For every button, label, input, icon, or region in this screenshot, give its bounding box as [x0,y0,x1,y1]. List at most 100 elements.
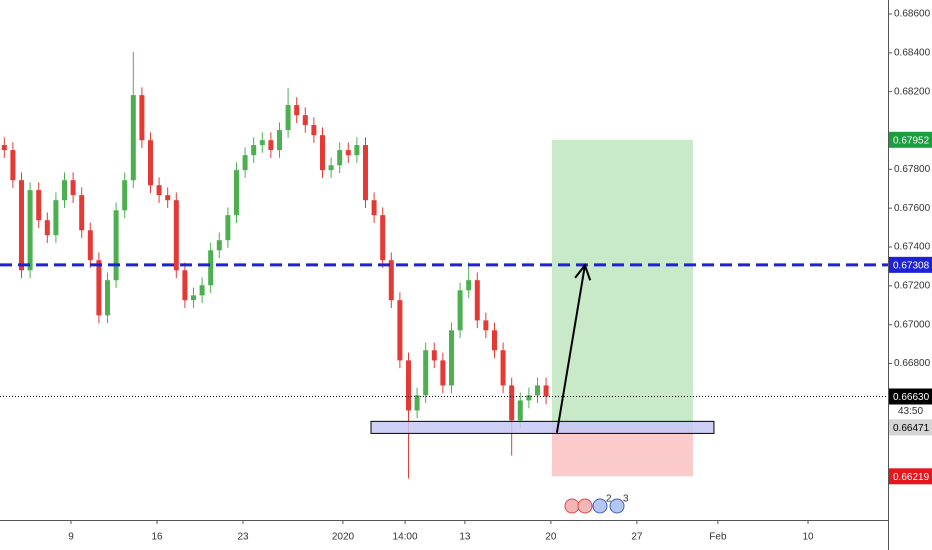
candle-body [302,115,308,126]
x-tick-label: 9 [68,532,74,543]
candle-body [233,170,239,216]
y-tick-label: 0.68400 [894,47,931,58]
candle-body [165,195,171,201]
profit-zone [551,139,693,428]
candle-body [483,320,489,331]
y-tick-label: 0.67600 [894,203,931,214]
x-tick-label: 2020 [332,532,355,543]
candle-body [70,180,76,196]
event-icon [592,498,608,514]
x-tick-label: 13 [459,532,471,543]
event-icon [609,498,625,514]
candle-body [285,105,291,131]
candle-body [182,270,188,301]
candle-body [543,385,549,397]
candle-body [44,220,50,236]
candle-body [526,395,532,401]
candle-body [328,165,334,171]
price-label: 0.67952 [893,135,930,146]
x-tick-label: Feb [709,532,727,543]
candle-body [337,150,343,166]
price-label-bg [889,468,932,485]
countdown: 43:50 [898,406,923,417]
price-label-bg [889,256,932,273]
candle-body [242,155,248,171]
candle-body [362,145,368,201]
candle-body [251,145,257,156]
candle-body [1,145,7,151]
candle-body [104,280,110,316]
candle-body [122,180,128,211]
candle-body [457,290,463,331]
candle-body [509,385,515,421]
candle-body [440,360,446,386]
candle-body [294,105,300,116]
candle-body [380,215,386,261]
y-tick-label: 0.67200 [894,280,931,291]
candle-body [491,330,497,351]
y-tick-label: 0.67800 [894,164,931,175]
x-tick-label: 16 [151,532,163,543]
x-tick-label: 27 [631,532,643,543]
candle-body [10,150,16,181]
candle-body [388,260,394,301]
candle-body [96,260,102,316]
candle-body [53,200,59,236]
x-tick-label: 20 [545,532,557,543]
candle-body [414,395,420,411]
y-tick-label: 0.67400 [894,242,931,253]
countdown-bg [889,404,932,419]
candle-body [276,130,282,151]
price-label-bg [889,388,932,405]
event-icons: 2 3 [564,494,629,514]
candle-body [139,95,145,141]
y-tick-label: 0.66800 [894,358,931,369]
candle-body [423,350,429,396]
candle-body [130,95,136,181]
candle-body [405,360,411,411]
arrow-head [574,263,592,281]
candle-body [371,200,377,216]
y-tick-label: 0.68200 [894,86,931,97]
candle-body [431,350,437,361]
price-label: 0.66471 [893,423,930,434]
candle-body [216,240,222,251]
price-label-bg [889,131,932,148]
event-badge: 3 [623,494,629,505]
candle-body [87,230,93,261]
arrow [555,265,586,433]
candle-body [113,210,119,281]
x-tick-label: 10 [802,532,814,543]
candle-body [517,400,523,421]
candle-body [199,285,205,296]
candle-body [190,295,196,301]
candle-body [311,125,317,136]
event-badge: 2 [606,494,612,505]
candle-body [345,150,351,156]
candle-body [36,190,42,221]
y-tick-label: 0.67000 [894,319,931,330]
candle-body [208,250,214,286]
candle-body [173,200,179,271]
candle-body [466,280,472,291]
candle-body [448,330,454,386]
candle-body [79,195,85,231]
event-icon [564,498,580,514]
candle-body [225,215,231,241]
price-label: 0.67308 [893,260,930,271]
support-zone [370,420,715,434]
candle-body [61,180,67,201]
candle-body [319,135,325,171]
loss-zone [551,427,693,477]
y-tick-label: 0.68600 [894,9,931,20]
candle-body [18,180,24,271]
x-tick-label: 14:00 [393,532,418,543]
candle-body [354,145,360,156]
candle-body [397,300,403,361]
candle-body [500,350,506,386]
price-label-bg [889,419,932,436]
candle-body [27,190,33,271]
candle-body [259,140,265,146]
x-tick-label: 23 [237,532,249,543]
